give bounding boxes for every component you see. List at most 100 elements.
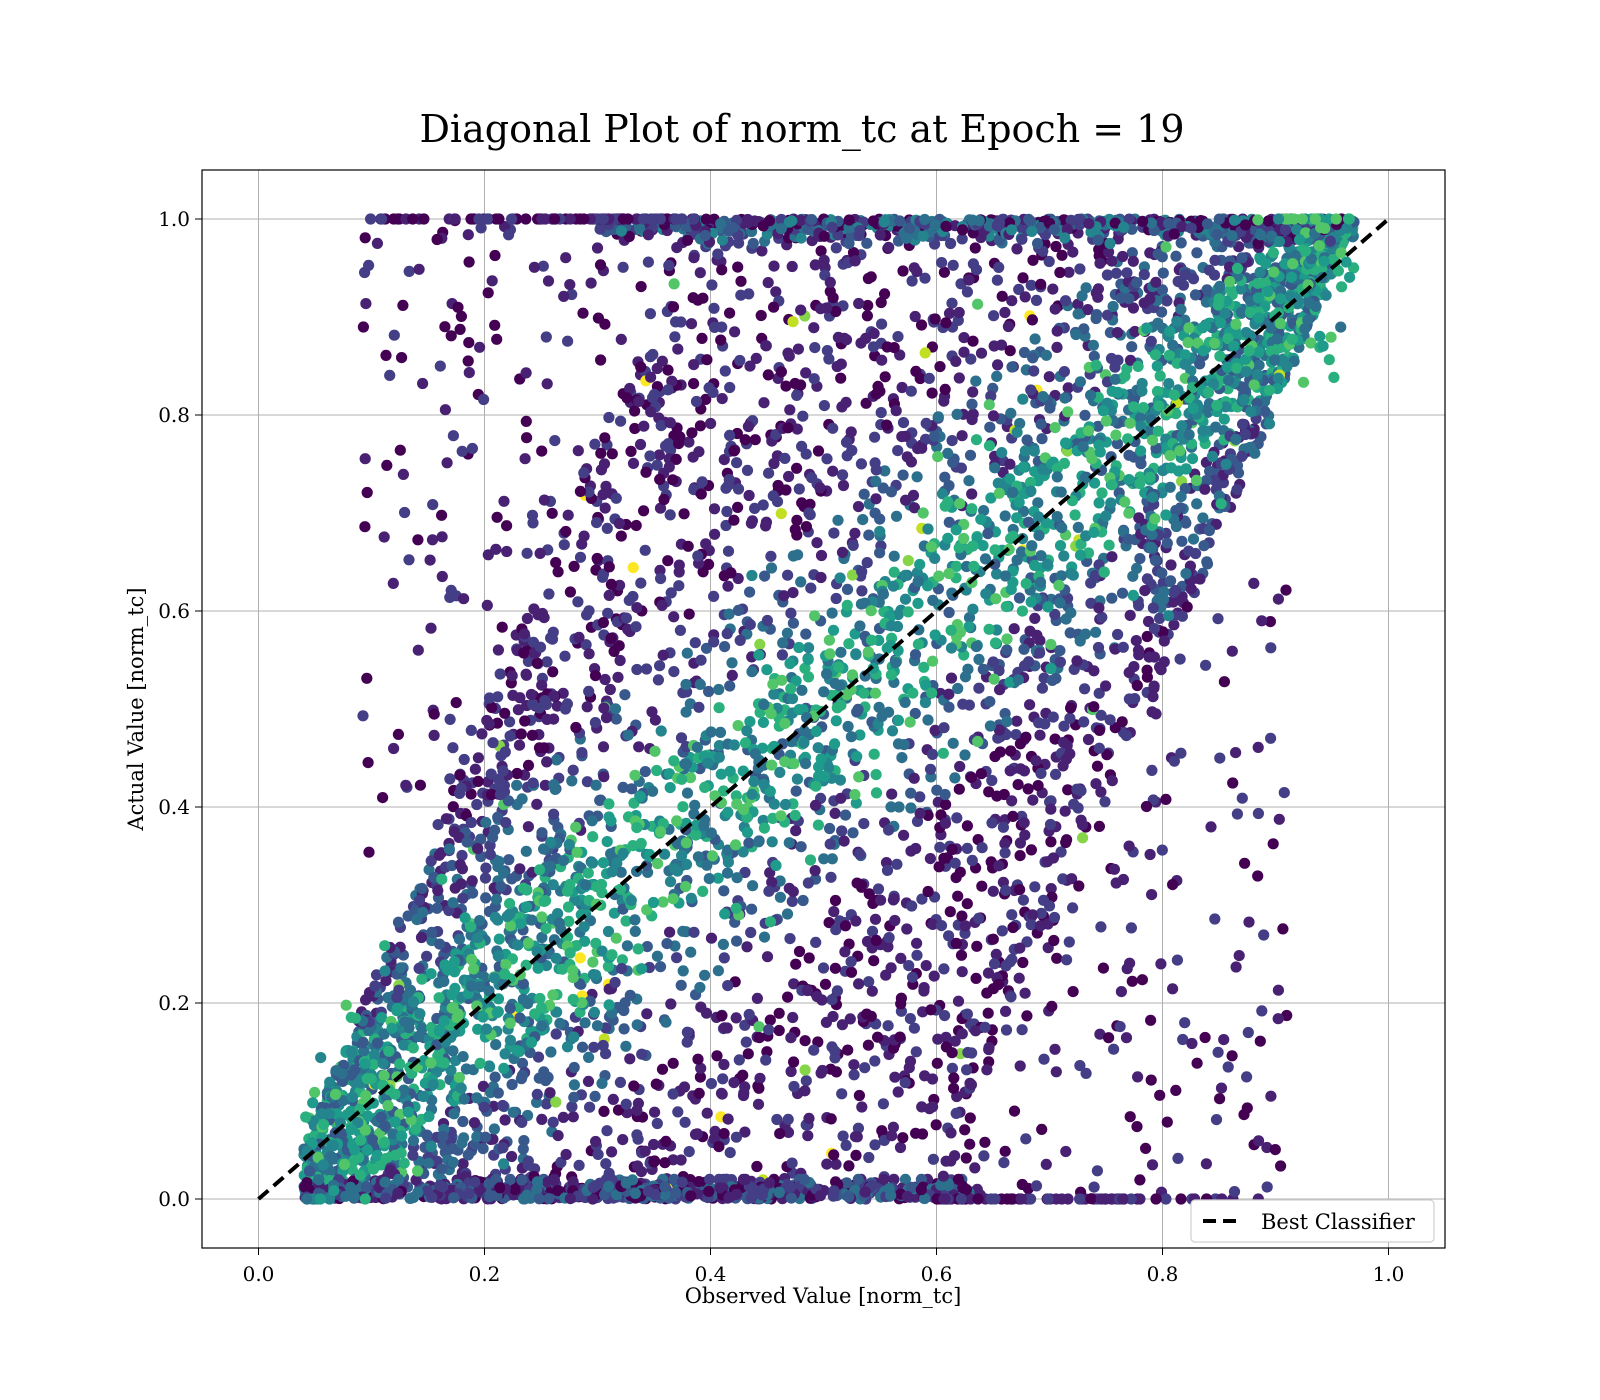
scatter-point xyxy=(824,838,836,850)
scatter-point xyxy=(883,932,895,944)
scatter-point xyxy=(756,245,768,257)
scatter-point xyxy=(815,245,827,257)
scatter-point xyxy=(519,715,531,727)
scatter-point xyxy=(639,544,651,556)
scatter-point xyxy=(1186,453,1199,465)
scatter-point xyxy=(666,375,678,387)
scatter-point xyxy=(821,345,834,357)
scatter-point xyxy=(369,980,381,992)
scatter-point xyxy=(943,930,955,942)
scatter-point xyxy=(1024,699,1036,711)
scatter-point xyxy=(744,586,756,598)
scatter-point xyxy=(774,1128,786,1140)
scatter-point xyxy=(751,992,764,1005)
scatter-point xyxy=(716,234,729,246)
scatter-point xyxy=(757,499,769,511)
scatter-point xyxy=(785,607,797,619)
scatter-point xyxy=(952,682,964,695)
scatter-point xyxy=(795,304,807,316)
scatter-point xyxy=(582,867,594,879)
scatter-point xyxy=(518,647,530,659)
scatter-point xyxy=(981,1064,993,1076)
scatter-point xyxy=(907,489,920,501)
scatter-point xyxy=(1004,765,1016,777)
scatter-point xyxy=(506,670,518,682)
scatter-point xyxy=(1027,254,1039,266)
scatter-point xyxy=(1103,246,1115,258)
scatter-point xyxy=(668,278,680,290)
scatter-point xyxy=(478,1101,490,1113)
scatter-point xyxy=(670,1187,682,1199)
scatter-point xyxy=(740,1036,752,1048)
scatter-point xyxy=(827,292,839,304)
scatter-point xyxy=(1050,768,1062,781)
scatter-point xyxy=(548,808,560,820)
scatter-point xyxy=(790,825,802,837)
scatter-point xyxy=(919,272,931,284)
scatter-point xyxy=(572,596,584,608)
scatter-point xyxy=(664,926,676,938)
scatter-point xyxy=(724,680,736,692)
scatter-point xyxy=(1161,295,1173,307)
scatter-point xyxy=(749,434,761,446)
scatter-point xyxy=(966,503,978,515)
scatter-point xyxy=(781,627,794,639)
scatter-point xyxy=(947,737,959,749)
scatter-point xyxy=(1117,641,1129,653)
scatter-point xyxy=(591,1020,604,1032)
scatter-point xyxy=(1150,276,1162,288)
scatter-point xyxy=(606,448,618,460)
scatter-point xyxy=(1144,247,1156,259)
scatter-point xyxy=(492,691,504,703)
scatter-point xyxy=(1025,384,1037,396)
scatter-point xyxy=(742,420,755,433)
scatter-point xyxy=(1054,656,1066,668)
scatter-point xyxy=(866,985,878,997)
scatter-point xyxy=(994,746,1006,758)
scatter-point xyxy=(896,431,908,443)
scatter-point xyxy=(841,450,853,462)
scatter-point xyxy=(1000,884,1012,897)
scatter-point xyxy=(724,429,736,441)
scatter-point xyxy=(905,385,917,397)
scatter-point xyxy=(576,747,588,759)
scatter-point xyxy=(830,242,842,254)
scatter-point xyxy=(909,649,922,661)
scatter-point xyxy=(421,950,433,962)
scatter-point xyxy=(739,866,751,879)
scatter-point xyxy=(506,1078,518,1091)
scatter-point xyxy=(988,310,1000,322)
scatter-point xyxy=(601,522,613,535)
scatter-point xyxy=(737,1173,750,1185)
scatter-point xyxy=(1177,279,1190,291)
scatter-point xyxy=(1145,335,1157,347)
scatter-point xyxy=(882,1020,894,1032)
scatter-point xyxy=(971,940,983,952)
scatter-point xyxy=(855,879,868,891)
scatter-point xyxy=(956,430,968,442)
scatter-point xyxy=(1139,585,1151,597)
scatter-point xyxy=(675,1154,687,1166)
scatter-point xyxy=(722,580,734,592)
scatter-point xyxy=(744,716,756,728)
scatter-point xyxy=(938,266,951,278)
scatter-point xyxy=(1197,512,1209,524)
scatter-point xyxy=(516,1069,529,1081)
scatter-point xyxy=(836,825,848,837)
scatter-point xyxy=(522,655,535,668)
scatter-point xyxy=(713,740,726,752)
scatter-point xyxy=(660,1016,672,1028)
scatter-point xyxy=(931,784,943,796)
scatter-point xyxy=(799,1035,811,1047)
scatter-point xyxy=(462,1149,474,1161)
scatter-point xyxy=(720,519,732,532)
scatter-point xyxy=(504,730,516,742)
scatter-point xyxy=(547,879,559,891)
scatter-point xyxy=(1006,295,1018,307)
scatter-point xyxy=(908,772,920,784)
scatter-point xyxy=(1123,449,1135,461)
scatter-point xyxy=(516,1174,528,1186)
scatter-point xyxy=(817,962,830,974)
scatter-point xyxy=(1088,350,1100,362)
scatter-point xyxy=(911,471,923,483)
